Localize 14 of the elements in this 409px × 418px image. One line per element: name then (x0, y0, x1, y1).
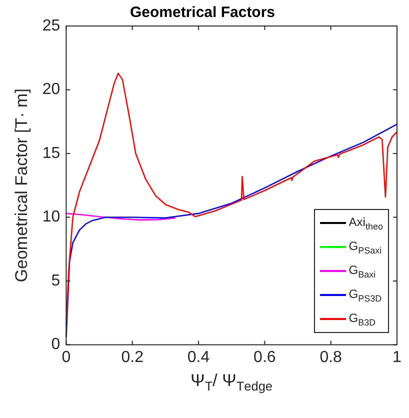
y-tick-label: 0 (51, 336, 60, 354)
x-tick-label: 1 (392, 348, 402, 366)
legend-label: Axi$_{theo}$ (348, 214, 383, 231)
y-tick-label: 5 (51, 272, 60, 290)
y-tick-label: 25 (42, 17, 60, 34)
x-tick-label: 0.4 (187, 348, 210, 366)
y-tick-label: 10 (42, 208, 60, 226)
y-tick-label: 15 (42, 144, 60, 162)
x-tick-label: 0.2 (121, 348, 144, 366)
x-tick-label: 0.6 (254, 348, 276, 366)
y-tick-label: 20 (42, 81, 60, 98)
chart-title: Geometrical Factors (130, 4, 276, 22)
y-axis-title: Geometrical Factor [T· m] (12, 88, 31, 282)
x-tick-label: 0.8 (320, 348, 342, 366)
